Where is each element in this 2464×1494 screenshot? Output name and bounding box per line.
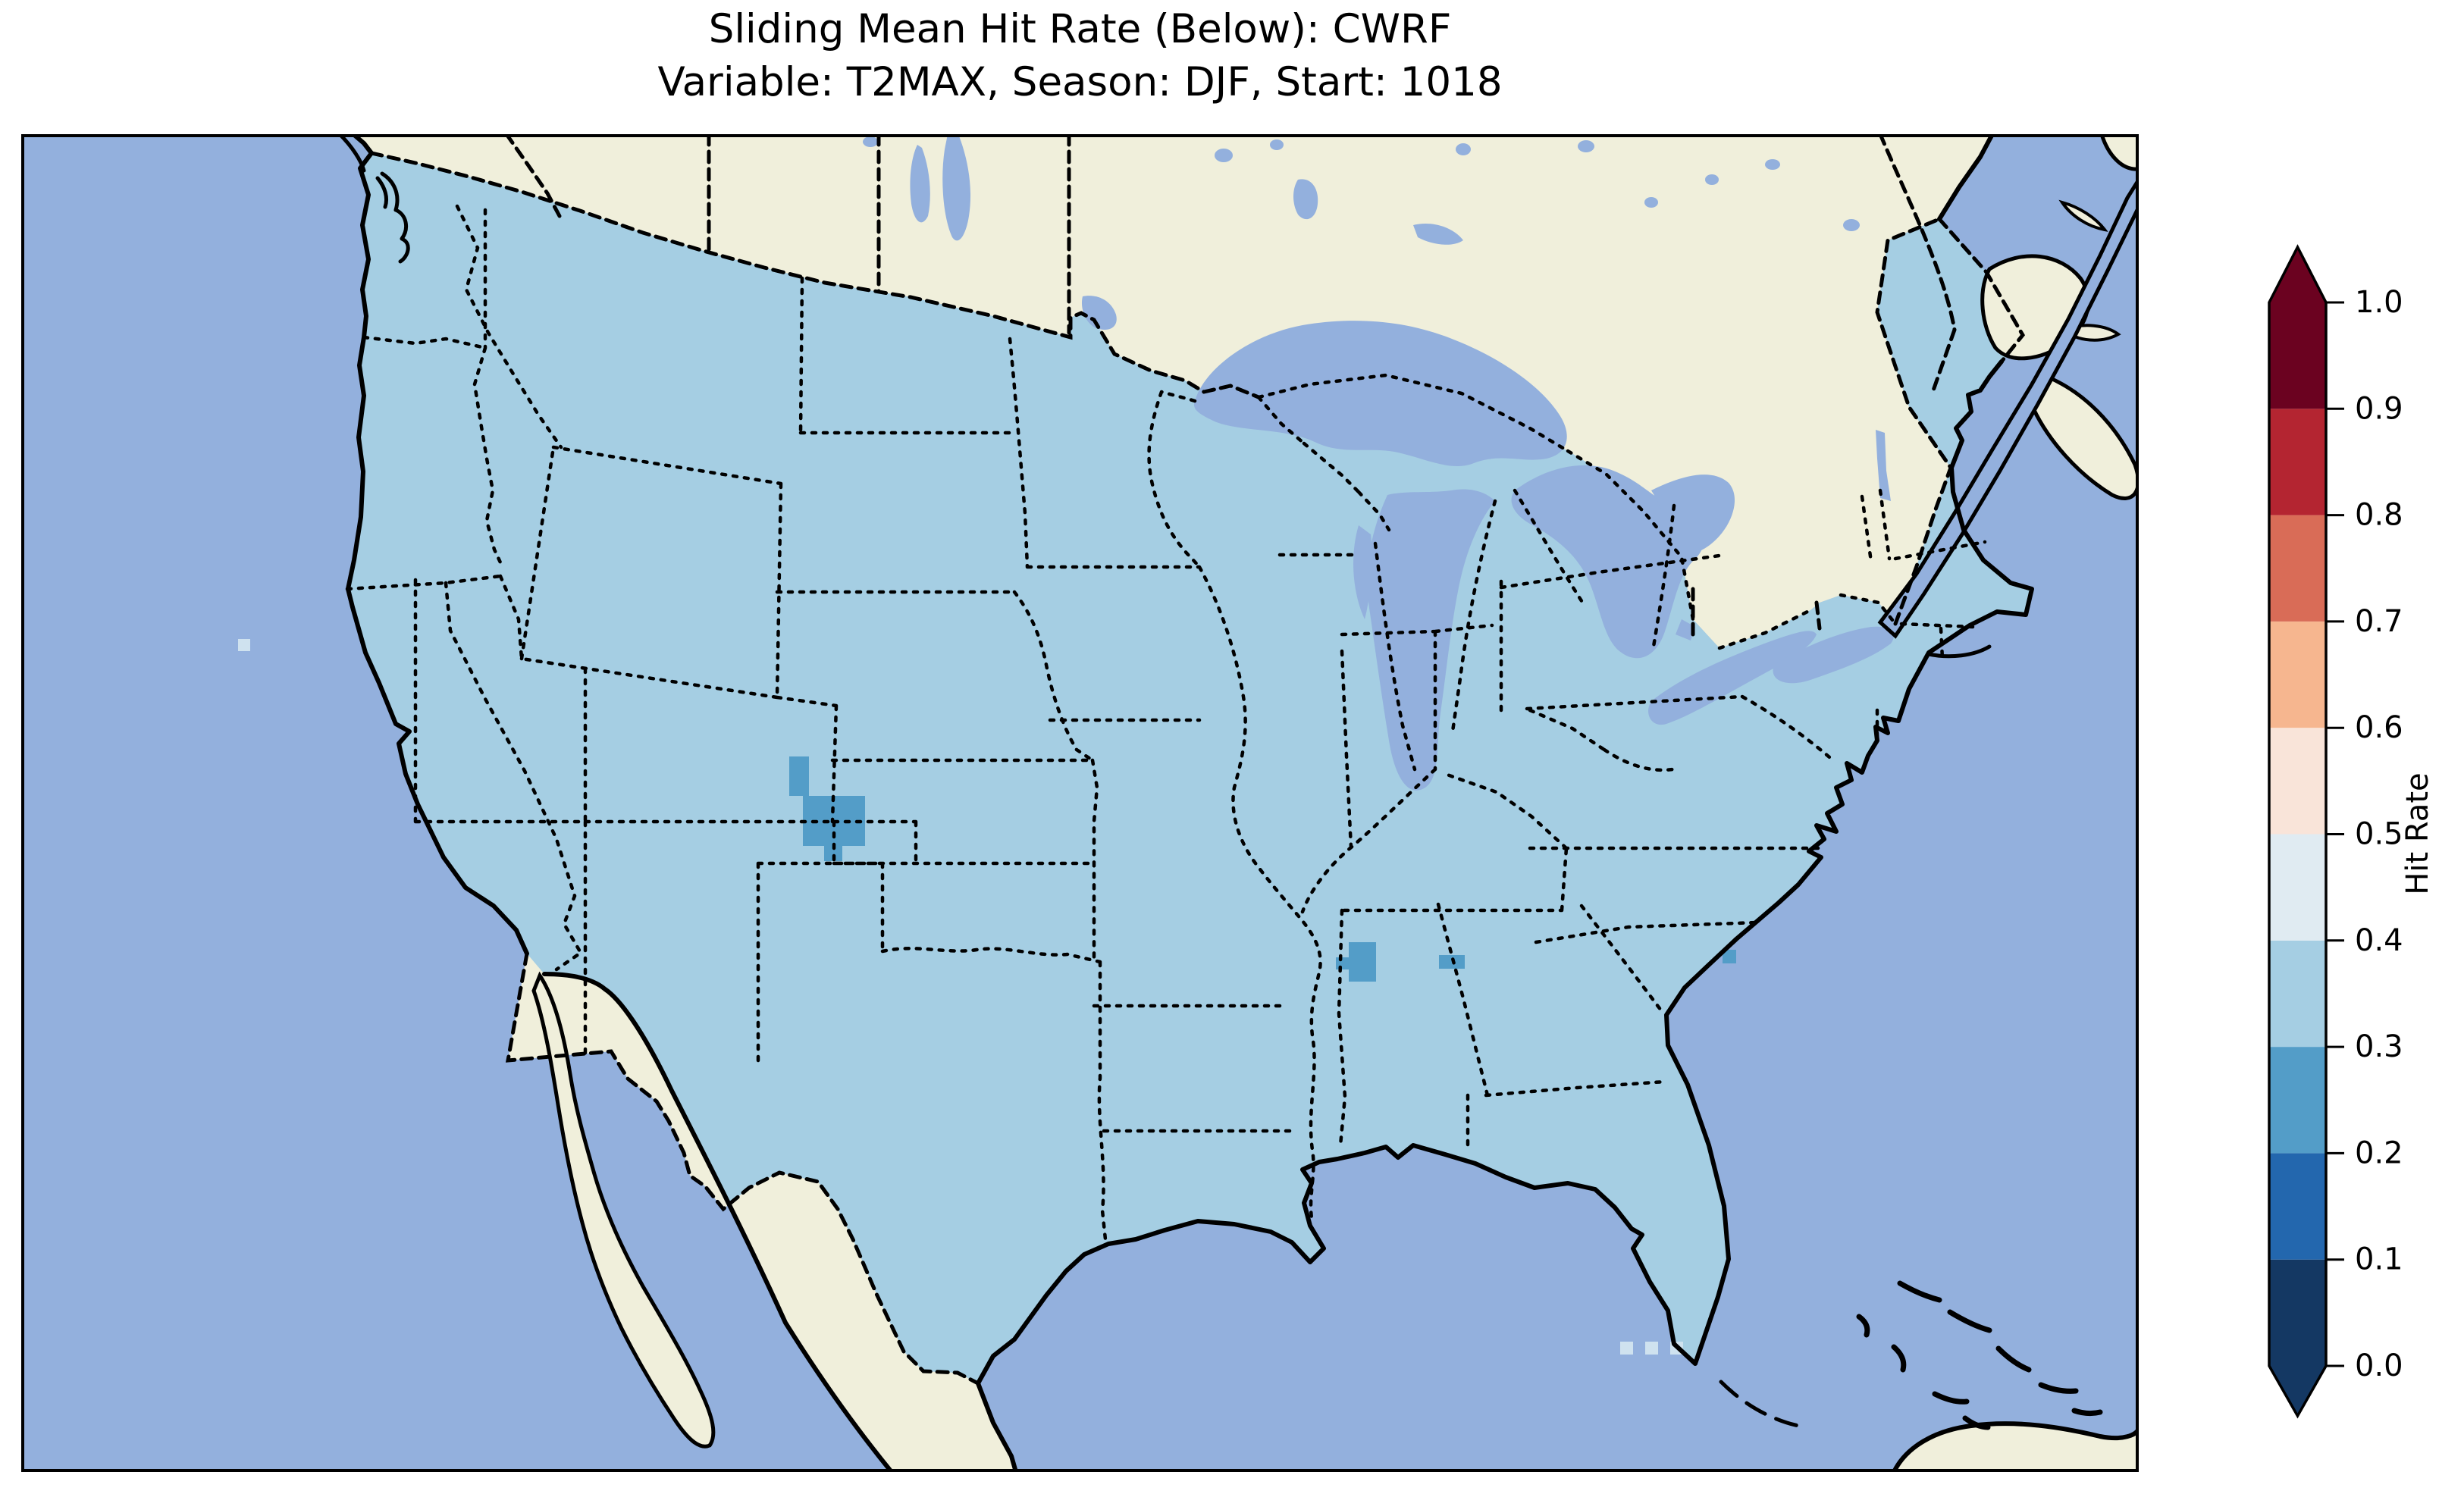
cell-alabama: [1336, 957, 1349, 969]
colorbar-tick-label: 0.0: [2355, 1348, 2403, 1383]
lake-winnipeg: [942, 134, 971, 241]
cell-colorado: [824, 846, 842, 861]
lake-superior: [1193, 321, 1567, 467]
small-lake: [863, 136, 878, 147]
colorbar-bin-0.7-0.8: [2269, 515, 2326, 622]
small-lake: [1456, 143, 1471, 155]
colorbar-tick-label: 0.9: [2355, 391, 2403, 426]
colorbar-axis-label: Hit Rate: [2400, 772, 2435, 894]
lakes: [863, 134, 2139, 791]
colorbar-tick-label: 0.8: [2355, 498, 2403, 533]
mexico-west-coastline: [542, 972, 894, 1472]
us-hit-rate-fill: [348, 153, 2032, 1383]
lake-ontario: [1773, 626, 1894, 684]
small-lake: [1215, 149, 1233, 162]
cell-sc-coast: [1723, 950, 1736, 963]
colorbar-tick-label: 1.0: [2355, 285, 2403, 320]
colorbar-bin-0.2-0.3: [2269, 1047, 2326, 1154]
lake-huron: [1511, 465, 1704, 659]
anticosti-island: [2058, 199, 2108, 232]
colorbar-extend-min-arrow: [2269, 1366, 2326, 1416]
cell-keys: [1620, 1342, 1633, 1355]
colorbar-bin-0.1-0.2: [2269, 1153, 2326, 1260]
colorbar-tick-label: 0.5: [2355, 817, 2403, 852]
colorbar-tick-label: 0.4: [2355, 923, 2403, 958]
lac-seul: [1413, 224, 1463, 245]
baja-california: [531, 971, 716, 1449]
cell-colorado: [789, 756, 809, 796]
colorbar-tick-label: 0.2: [2355, 1135, 2403, 1170]
small-lake: [1765, 159, 1780, 170]
bahamas-islands: [1856, 1280, 2103, 1430]
us-west-coastline: [346, 151, 529, 956]
small-lake: [1705, 174, 1719, 185]
canada-land: [355, 134, 1992, 648]
map-frame: [21, 134, 2139, 1472]
title-line-1: Sliding Mean Hit Rate (Below): CWRF: [708, 6, 1452, 52]
georgian-bay: [1651, 475, 1735, 553]
florida-keys-arc: [1719, 1380, 1801, 1428]
map-svg: [21, 134, 2139, 1472]
lake-nipigon: [1293, 179, 1318, 220]
colorbar-tick-label: 0.6: [2355, 710, 2403, 745]
colorbar-tick-label: 0.1: [2355, 1242, 2403, 1277]
map-axes: [21, 134, 2139, 1472]
small-lake: [1644, 197, 1658, 208]
cuba-land: [1891, 1421, 2139, 1472]
quebec-north-shore: [1937, 134, 1995, 221]
cell-alabama: [1349, 942, 1376, 982]
colorbar-bin-0.3-0.4: [2269, 940, 2326, 1048]
long-island-coastline: [1926, 644, 1992, 659]
colorbar-bin-0.6-0.7: [2269, 621, 2326, 728]
colorbar-bin-0.9-1: [2269, 302, 2326, 409]
small-lake: [1843, 219, 1860, 231]
colorbar-bin-0.8-0.9: [2269, 409, 2326, 515]
colorbar-tick-label: 0.3: [2355, 1029, 2403, 1064]
small-lake: [1578, 140, 1594, 152]
vancouver-island-coastline: [337, 134, 389, 209]
lake-erie: [1648, 631, 1817, 725]
cell-keys: [1645, 1342, 1658, 1355]
green-bay: [1353, 525, 1372, 619]
lake-st-clair: [1676, 619, 1695, 641]
colorbar-bin-0.5-0.6: [2269, 728, 2326, 835]
colorbar-tick-label: 0.7: [2355, 604, 2403, 639]
lake-of-the-woods: [1081, 296, 1117, 330]
mexico-gulf-coastline: [976, 1381, 1018, 1472]
puget-sound-coastline: [380, 171, 410, 264]
title-line-2: Variable: T2MAX, Season: DJF, Start: 101…: [657, 58, 1503, 105]
gulf-atlantic-coastline: [976, 359, 2034, 1386]
state-borders: [345, 204, 1987, 1242]
colorbar: 0.0 0.1 0.2 0.3 0.4 0.5 0.6 0.7 0.8 0.9 1.0 Hit Rat…: [2229, 227, 2464, 1471]
cell-ca-coast: [238, 639, 250, 651]
colorbar-svg: 0.0 0.1 0.2 0.3 0.4 0.5 0.6 0.7 0.8 0.9 1.0 Hit Rat…: [2268, 244, 2435, 1419]
figure-title: Sliding Mean Hit Rate (Below): CWRF Vari…: [21, 3, 2139, 109]
colorbar-extend-max-arrow: [2269, 247, 2326, 302]
country-borders: [369, 134, 2026, 1386]
lake-manitoba: [910, 145, 930, 223]
coastlines: [337, 134, 2103, 1472]
small-lake: [1270, 139, 1284, 150]
lake-champlain: [1876, 430, 1891, 501]
colorbar-bin-0-0.1: [2269, 1259, 2326, 1366]
colorbar-bin-0.4-0.5: [2269, 834, 2326, 941]
